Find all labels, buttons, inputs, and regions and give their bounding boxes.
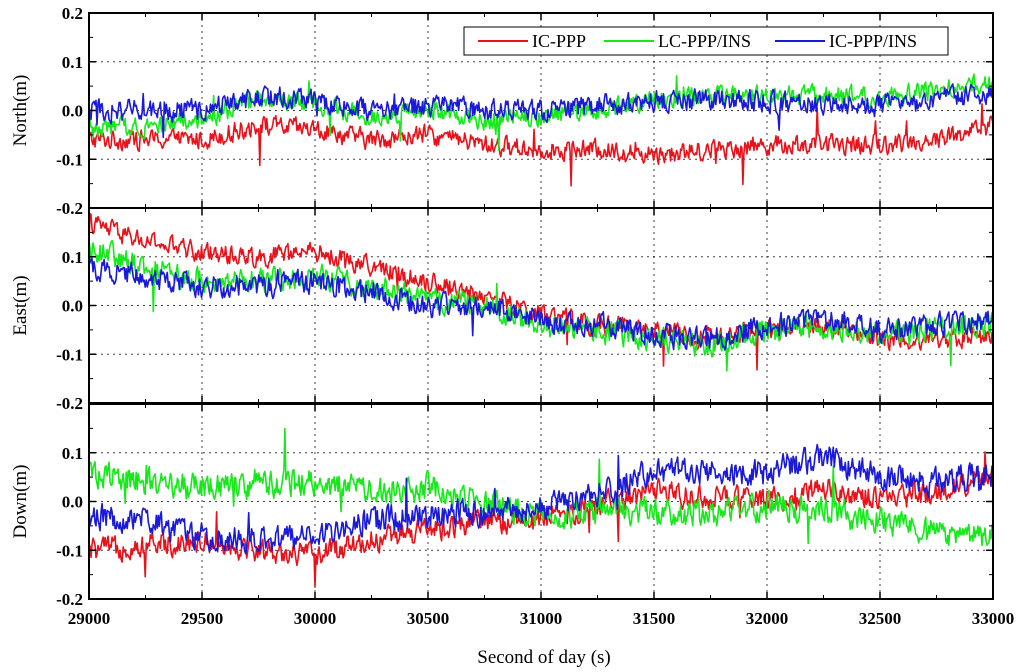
y-tick-label: 0.1	[62, 444, 83, 463]
y-tick-label: 0.0	[62, 493, 83, 512]
x-tick-label: 31000	[520, 609, 563, 628]
panel-north: 0.2 0.1 0.0 -0.1 -0.2 North(m)	[10, 4, 994, 218]
y-tick-label: -0.2	[56, 394, 83, 413]
panel-east: 0.1 0.0 -0.1 -0.2 East(m)	[10, 207, 994, 413]
series-group	[89, 427, 993, 588]
y-tick-label: -0.1	[56, 150, 83, 169]
legend-label-ic-ppp: IC-PPP	[532, 31, 586, 51]
series-line-lc-ppp-ins	[89, 239, 993, 372]
y-tick-label: -0.2	[56, 199, 83, 218]
series-group	[89, 73, 993, 187]
x-axis-title: Second of day (s)	[477, 647, 611, 668]
series-line-ic-ppp-ins	[89, 257, 993, 351]
series-group	[89, 213, 993, 372]
y-tick-label: 0.2	[62, 4, 83, 23]
y-axis-title: East(m)	[10, 275, 31, 335]
series-line-ic-ppp-ins	[89, 83, 993, 139]
series-line-lc-ppp-ins	[89, 427, 993, 547]
y-tick-label: -0.1	[56, 541, 83, 560]
series-line-ic-ppp	[89, 103, 993, 187]
legend: IC-PPP LC-PPP/INS IC-PPP/INS	[463, 26, 949, 56]
y-tick-label: 0.1	[62, 53, 83, 72]
x-tick-label: 30000	[294, 609, 337, 628]
x-tick-label: 29000	[68, 609, 111, 628]
y-tick-label: -0.2	[56, 590, 83, 609]
legend-box	[463, 26, 949, 56]
legend-label-ic-ppp-ins: IC-PPP/INS	[829, 31, 917, 51]
x-tick-label: 32000	[746, 609, 789, 628]
y-tick-label: 0.0	[62, 297, 83, 316]
y-tick-label: 0.1	[62, 248, 83, 267]
legend-label-lc-ppp-ins: LC-PPP/INS	[658, 31, 751, 51]
panels-layer: 0.2 0.1 0.0 -0.1 -0.2 North(m) 0.1 0.0 -0.1 -0.2 E…	[10, 4, 1014, 628]
y-axis-title: North(m)	[10, 75, 31, 147]
x-tick-label: 32500	[859, 609, 902, 628]
x-tick-label: 33000	[972, 609, 1015, 628]
x-tick-label: 31500	[633, 609, 676, 628]
y-tick-label: 0.0	[62, 102, 83, 121]
y-tick-label: -0.1	[56, 345, 83, 364]
x-tick-label: 30500	[407, 609, 450, 628]
panel-down: 0.1 0.0 -0.1 -0.2 Down(m) 29000 29500 30000 3050…	[10, 403, 1015, 628]
y-axis-title: Down(m)	[10, 465, 31, 539]
x-tick-label: 29500	[181, 609, 224, 628]
series-line-ic-ppp-ins	[89, 443, 993, 555]
